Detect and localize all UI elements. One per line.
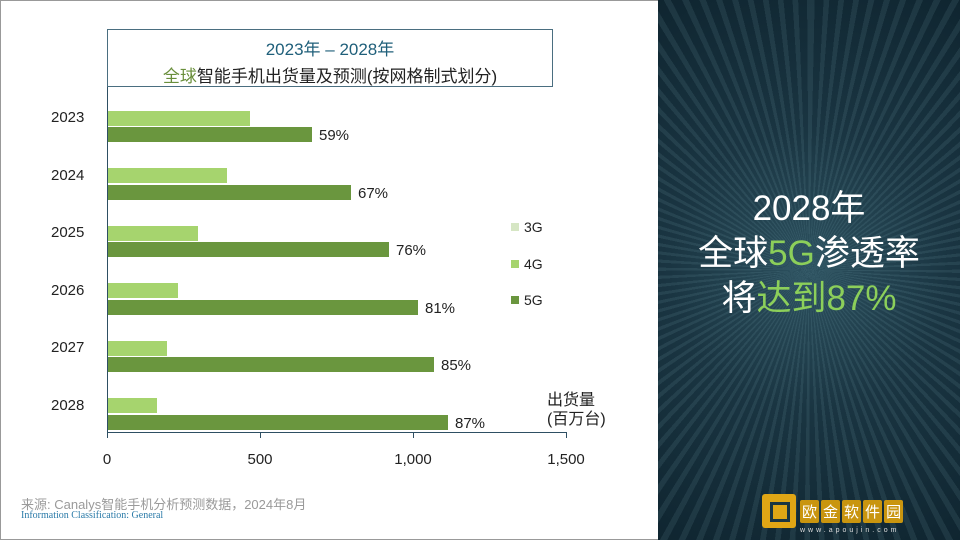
hero-text: 2028年 全球5G渗透率 将达到87% bbox=[698, 189, 920, 318]
legend-3g: 3G bbox=[511, 219, 543, 235]
source-note: 来源: Canalys智能手机分析预测数据，2024年8月 bbox=[21, 497, 307, 512]
year-label: 2028 bbox=[51, 397, 85, 414]
pct-label: 76% bbox=[396, 242, 427, 259]
x-tick-label: 0 bbox=[102, 451, 112, 468]
pct-label: 81% bbox=[425, 300, 456, 317]
x-tick-label: 1,500 bbox=[547, 451, 585, 468]
bar-4g-2028 bbox=[108, 398, 157, 413]
x-tick bbox=[107, 432, 108, 438]
pct-label: 85% bbox=[441, 357, 472, 374]
y-axis bbox=[107, 87, 108, 433]
hero-panel: 2028年 全球5G渗透率 将达到87% bbox=[658, 0, 960, 540]
chart-title-box: 2023年 – 2028年 全球智能手机出货量及预测(按网格制式划分) bbox=[107, 29, 553, 87]
year-label: 2025 bbox=[51, 224, 85, 241]
pct-label: 87% bbox=[455, 415, 486, 432]
legend-5g: 5G bbox=[511, 292, 543, 308]
x-tick-label: 1,000 bbox=[394, 451, 432, 468]
chart-title-years: 2023年 – 2028年 bbox=[265, 40, 395, 59]
bar-5g-2024 bbox=[108, 185, 351, 200]
legend-swatch bbox=[511, 223, 519, 231]
year-label: 2026 bbox=[51, 282, 85, 299]
chart-panel: 2023年 – 2028年 全球智能手机出货量及预测(按网格制式划分) 0 50… bbox=[0, 0, 658, 540]
bar-4g-2023 bbox=[108, 111, 250, 126]
watermark-url: www.apoujin.com bbox=[800, 527, 900, 534]
x-axis-unit: 出货量 (百万台) bbox=[547, 392, 606, 428]
legend-swatch bbox=[511, 260, 519, 268]
x-tick-label: 500 bbox=[247, 451, 273, 468]
bar-4g-2024 bbox=[108, 168, 227, 183]
bar-5g-2025 bbox=[108, 242, 389, 257]
chart-title-main: 全球智能手机出货量及预测(按网格制式划分) bbox=[162, 67, 498, 86]
bar-4g-2027 bbox=[108, 341, 167, 356]
x-tick bbox=[260, 432, 261, 438]
legend-swatch bbox=[511, 296, 519, 304]
year-label: 2024 bbox=[51, 167, 85, 184]
bar-5g-2026 bbox=[108, 300, 418, 315]
year-label: 2027 bbox=[51, 339, 85, 356]
logo-icon bbox=[762, 494, 796, 528]
pct-label: 67% bbox=[358, 185, 389, 202]
bar-4g-2026 bbox=[108, 283, 178, 298]
bar-5g-2023 bbox=[108, 127, 312, 142]
bar-5g-2028 bbox=[108, 415, 448, 430]
legend-4g: 4G bbox=[511, 256, 543, 272]
bar-5g-2027 bbox=[108, 357, 434, 372]
pct-label: 59% bbox=[319, 127, 350, 144]
bar-4g-2025 bbox=[108, 226, 198, 241]
x-tick bbox=[566, 432, 567, 438]
x-tick bbox=[413, 432, 414, 438]
x-axis bbox=[107, 432, 567, 433]
watermark-logo: 欧 金 软 件 园 bbox=[762, 494, 904, 528]
classification-note: Information Classification: General bbox=[21, 510, 164, 521]
year-label: 2023 bbox=[51, 109, 85, 126]
